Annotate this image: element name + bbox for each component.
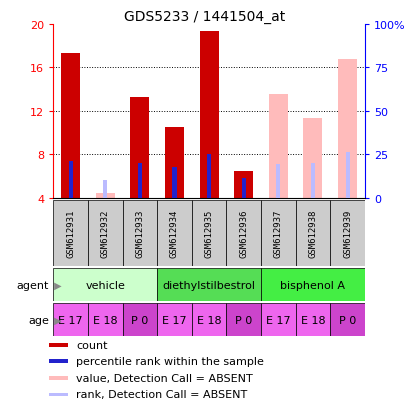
Bar <box>226 304 261 337</box>
Text: GSM612934: GSM612934 <box>170 209 179 257</box>
Text: GSM612938: GSM612938 <box>308 209 317 257</box>
Text: E 17: E 17 <box>58 315 83 325</box>
Bar <box>164 128 184 198</box>
Text: ▶: ▶ <box>51 280 62 290</box>
Bar <box>295 304 330 337</box>
Text: percentile rank within the sample: percentile rank within the sample <box>76 356 263 366</box>
Bar <box>330 200 364 266</box>
Text: bisphenol A: bisphenol A <box>280 280 345 290</box>
Bar <box>88 200 122 266</box>
Bar <box>122 304 157 337</box>
Bar <box>137 164 142 198</box>
Bar <box>295 200 330 266</box>
Bar <box>172 168 176 198</box>
Bar <box>261 304 295 337</box>
Bar <box>241 179 245 198</box>
Bar <box>130 97 149 198</box>
Text: P 0: P 0 <box>338 315 355 325</box>
Bar <box>157 304 191 337</box>
Bar <box>53 268 157 301</box>
Bar <box>88 304 122 337</box>
Bar <box>103 181 107 198</box>
Bar <box>337 59 356 198</box>
Text: diethylstilbestrol: diethylstilbestrol <box>162 280 255 290</box>
Text: value, Detection Call = ABSENT: value, Detection Call = ABSENT <box>76 373 252 383</box>
Text: GSM612939: GSM612939 <box>342 209 351 257</box>
Text: E 17: E 17 <box>162 315 187 325</box>
Text: vehicle: vehicle <box>85 280 125 290</box>
Text: GSM612931: GSM612931 <box>66 209 75 257</box>
Bar <box>207 155 211 198</box>
Bar <box>191 200 226 266</box>
Text: GSM612932: GSM612932 <box>101 209 110 257</box>
Bar <box>157 200 191 266</box>
Bar <box>95 194 115 198</box>
Bar <box>234 171 253 198</box>
Text: rank, Detection Call = ABSENT: rank, Detection Call = ABSENT <box>76 389 247 399</box>
Text: GSM612935: GSM612935 <box>204 209 213 257</box>
Text: GDS5233 / 1441504_at: GDS5233 / 1441504_at <box>124 10 285 24</box>
Text: GSM612933: GSM612933 <box>135 209 144 257</box>
Bar <box>276 165 280 198</box>
Text: ▶: ▶ <box>51 315 62 325</box>
Bar <box>191 304 226 337</box>
Text: age: age <box>28 315 49 325</box>
Text: P 0: P 0 <box>234 315 252 325</box>
Text: GSM612937: GSM612937 <box>273 209 282 257</box>
Bar <box>310 164 314 198</box>
Bar <box>330 304 364 337</box>
Bar <box>157 268 261 301</box>
Text: agent: agent <box>17 280 49 290</box>
Bar <box>226 200 261 266</box>
Text: P 0: P 0 <box>131 315 148 325</box>
Bar <box>61 54 80 198</box>
Bar <box>261 268 364 301</box>
Bar <box>49 343 67 347</box>
Bar <box>53 304 88 337</box>
Bar <box>268 95 287 198</box>
Bar <box>49 393 67 396</box>
Text: E 17: E 17 <box>265 315 290 325</box>
Text: E 18: E 18 <box>196 315 221 325</box>
Bar <box>49 360 67 363</box>
Bar <box>53 200 88 266</box>
Bar <box>199 32 218 198</box>
Bar <box>68 161 72 198</box>
Text: GSM612936: GSM612936 <box>238 209 247 257</box>
Text: E 18: E 18 <box>93 315 117 325</box>
Bar <box>122 200 157 266</box>
Text: count: count <box>76 340 107 350</box>
Text: E 18: E 18 <box>300 315 324 325</box>
Bar <box>49 376 67 380</box>
Bar <box>303 119 322 198</box>
Bar <box>345 153 349 198</box>
Bar <box>261 200 295 266</box>
